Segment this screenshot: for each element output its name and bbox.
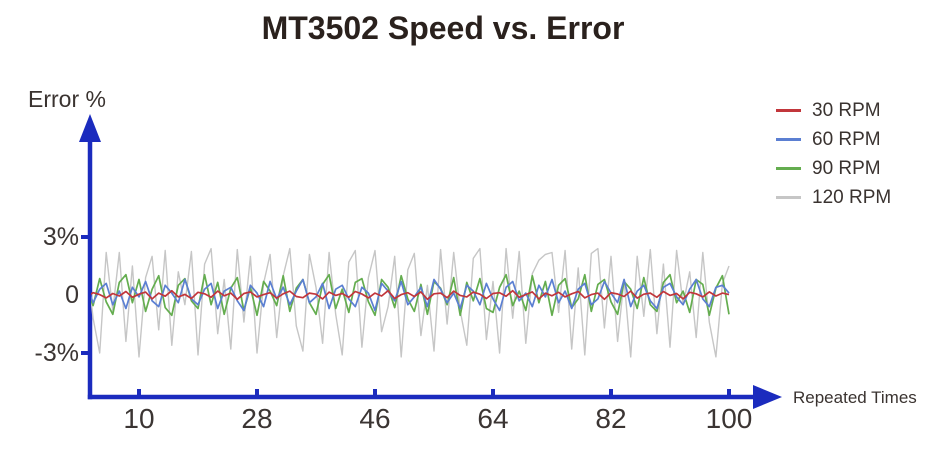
x-tick-label: 28 xyxy=(241,403,273,434)
x-tick-label: 100 xyxy=(705,403,753,434)
y-axis-label: Error % xyxy=(28,86,106,112)
legend: 30 RPM 60 RPM 90 RPM 120 RPM xyxy=(776,96,891,212)
y-tick-label: 0 xyxy=(65,281,79,309)
legend-swatch-icon xyxy=(776,138,801,141)
y-tick-label: -3% xyxy=(34,339,79,367)
legend-label: 90 RPM xyxy=(812,157,881,179)
tick-marks xyxy=(81,235,731,396)
x-tick-label: 82 xyxy=(595,403,627,434)
x-tick-label: 64 xyxy=(477,403,509,434)
series-line-120-rpm xyxy=(91,247,730,358)
y-tick-label: 3% xyxy=(42,223,79,251)
y-axis-arrowhead-icon xyxy=(79,114,101,142)
legend-label: 120 RPM xyxy=(812,186,892,208)
x-axis-label: Repeated Times xyxy=(793,388,917,407)
legend-swatch-icon xyxy=(776,109,801,112)
legend-item-90-rpm: 90 RPM xyxy=(776,154,891,183)
series-lines xyxy=(91,247,730,358)
x-axis-arrowhead-icon xyxy=(753,385,782,409)
legend-item-120-rpm: 120 RPM xyxy=(776,183,891,212)
legend-label: 60 RPM xyxy=(812,128,881,150)
x-tick-label: 46 xyxy=(359,403,391,434)
legend-label: 30 RPM xyxy=(812,99,881,121)
legend-item-60-rpm: 60 RPM xyxy=(776,125,891,154)
legend-swatch-icon xyxy=(776,196,801,199)
chart-title: MT3502 Speed vs. Error xyxy=(261,10,625,46)
legend-swatch-icon xyxy=(776,167,801,170)
series-line-30-rpm xyxy=(91,289,730,301)
legend-item-30-rpm: 30 RPM xyxy=(776,96,891,125)
x-tick-label: 10 xyxy=(123,403,155,434)
